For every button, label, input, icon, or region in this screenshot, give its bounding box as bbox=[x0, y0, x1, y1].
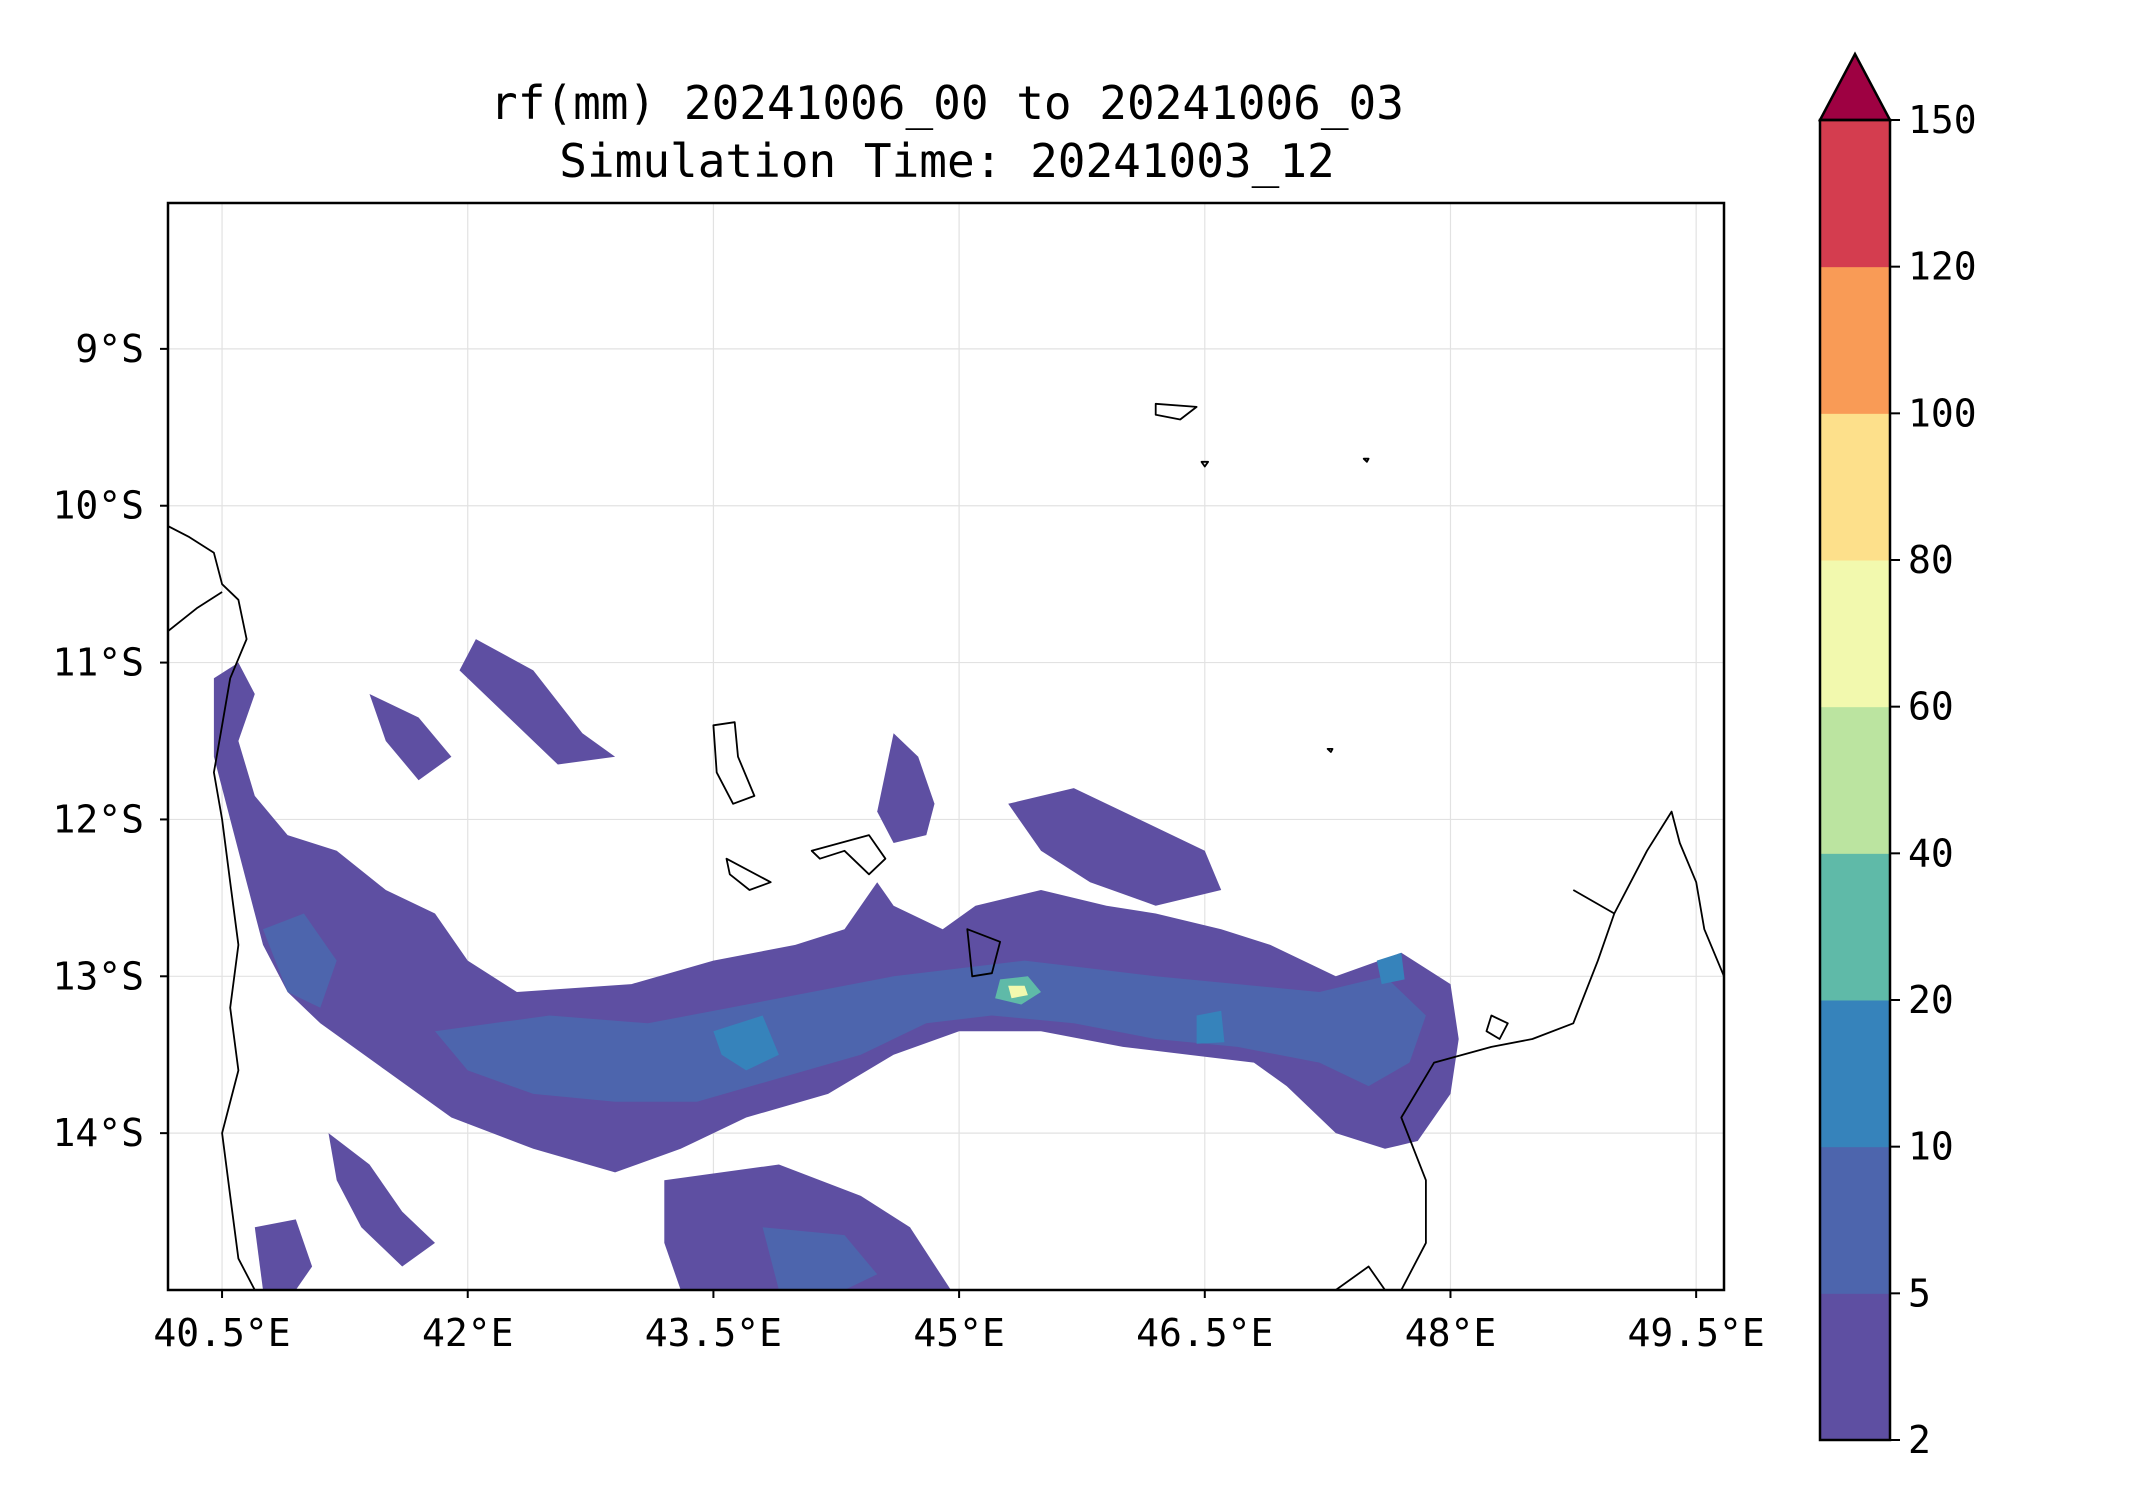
colorbar-segment bbox=[1820, 266, 1890, 414]
coastline bbox=[712, 721, 756, 805]
colorbar-tick-label: 2 bbox=[1908, 1418, 1931, 1462]
coastline bbox=[1200, 460, 1209, 468]
x-tick-label: 48°E bbox=[1405, 1311, 1497, 1355]
rainfall-contour-region bbox=[877, 733, 935, 843]
colorbar-tick-label: 40 bbox=[1908, 831, 1954, 875]
y-tick-label: 12°S bbox=[52, 797, 144, 841]
rainfall-contour-region bbox=[762, 1227, 878, 1290]
coastline bbox=[1326, 748, 1334, 753]
colorbar-segment bbox=[1820, 120, 1890, 268]
colorbar-segment bbox=[1820, 853, 1890, 1001]
x-tick-label: 46.5°E bbox=[1136, 1311, 1273, 1355]
x-tick-label: 49.5°E bbox=[1628, 1311, 1765, 1355]
y-tick-label: 9°S bbox=[75, 327, 144, 371]
coastline bbox=[1572, 889, 1615, 915]
x-tick-label: 43.5°E bbox=[645, 1311, 782, 1355]
chart-title: rf(mm) 20241006_00 to 20241006_03 bbox=[490, 76, 1404, 130]
rainfall-contour-region bbox=[713, 1015, 779, 1071]
x-tick-label: 40.5°E bbox=[153, 1311, 290, 1355]
colorbar-segment bbox=[1820, 1146, 1890, 1294]
coastline bbox=[1362, 457, 1370, 463]
x-tick-label: 42°E bbox=[422, 1311, 514, 1355]
colorbar-segment bbox=[1820, 1000, 1890, 1148]
rainfall-contour-region bbox=[435, 960, 1426, 1102]
coastline bbox=[810, 834, 887, 876]
map-gridlines bbox=[168, 203, 1724, 1290]
rainfall-contour-region bbox=[459, 639, 616, 765]
colorbar-tick-label: 20 bbox=[1908, 978, 1954, 1022]
rainfall-contour-region bbox=[254, 1219, 313, 1290]
rainfall-contour-region bbox=[1008, 985, 1028, 999]
rainfall-contours bbox=[213, 639, 1459, 1290]
colorbar-frame bbox=[1818, 118, 1892, 1442]
colorbar-tick-label: 150 bbox=[1908, 98, 1977, 142]
coastline bbox=[168, 525, 256, 1290]
rainfall-contour-region bbox=[328, 1133, 435, 1267]
colorbar-tick-label: 120 bbox=[1908, 245, 1977, 289]
rainfall-contour-region bbox=[1376, 952, 1405, 985]
rainfall-contour-region bbox=[263, 913, 337, 1008]
chart-subtitle: Simulation Time: 20241003_12 bbox=[559, 134, 1334, 188]
rainfall-contour-region bbox=[1196, 1010, 1225, 1044]
map-plot-area: 40.5°E 42°E 43.5°E 45°E 46.5°E 48°E 49.5°E 9°S… bbox=[52, 201, 1765, 1355]
colorbar-segment bbox=[1820, 706, 1890, 854]
coastline bbox=[1485, 1014, 1509, 1040]
y-tick-label: 13°S bbox=[52, 954, 144, 998]
colorbar-tick-label: 5 bbox=[1908, 1271, 1931, 1315]
coastline bbox=[966, 928, 1001, 978]
y-tick-label: 14°S bbox=[52, 1111, 144, 1155]
colorbar-segment bbox=[1820, 1293, 1890, 1441]
colorbar-tick-label: 10 bbox=[1908, 1125, 1954, 1169]
y-axis-ticks: 9°S 10°S 11°S 12°S 13°S 14°S bbox=[52, 327, 168, 1155]
rainfall-contour-region bbox=[1008, 788, 1222, 906]
coastline bbox=[1154, 402, 1198, 421]
colorbar-segment bbox=[1820, 560, 1890, 708]
coastline bbox=[725, 857, 772, 891]
map-frame bbox=[166, 201, 1726, 1292]
rainfall-contour-region bbox=[664, 1164, 951, 1290]
colorbar: 2 5 10 20 40 60 80 100 120 150 bbox=[1817, 51, 1977, 1462]
colorbar-tick-label: 80 bbox=[1908, 538, 1954, 582]
x-axis-ticks: 40.5°E 42°E 43.5°E 45°E 46.5°E 48°E 49.5°E bbox=[153, 1290, 1765, 1355]
rainfall-contour-region bbox=[369, 694, 452, 781]
colorbar-tick-label: 60 bbox=[1908, 685, 1954, 729]
colorbar-segment bbox=[1820, 413, 1890, 561]
coastline bbox=[1400, 810, 1724, 1290]
coastline bbox=[1335, 1265, 1386, 1290]
coastlines bbox=[168, 402, 1724, 1290]
y-tick-label: 10°S bbox=[52, 484, 144, 528]
coastline bbox=[168, 591, 223, 632]
y-tick-label: 11°S bbox=[52, 641, 144, 685]
colorbar-tick-label: 100 bbox=[1908, 391, 1977, 435]
x-tick-label: 45°E bbox=[913, 1311, 1005, 1355]
